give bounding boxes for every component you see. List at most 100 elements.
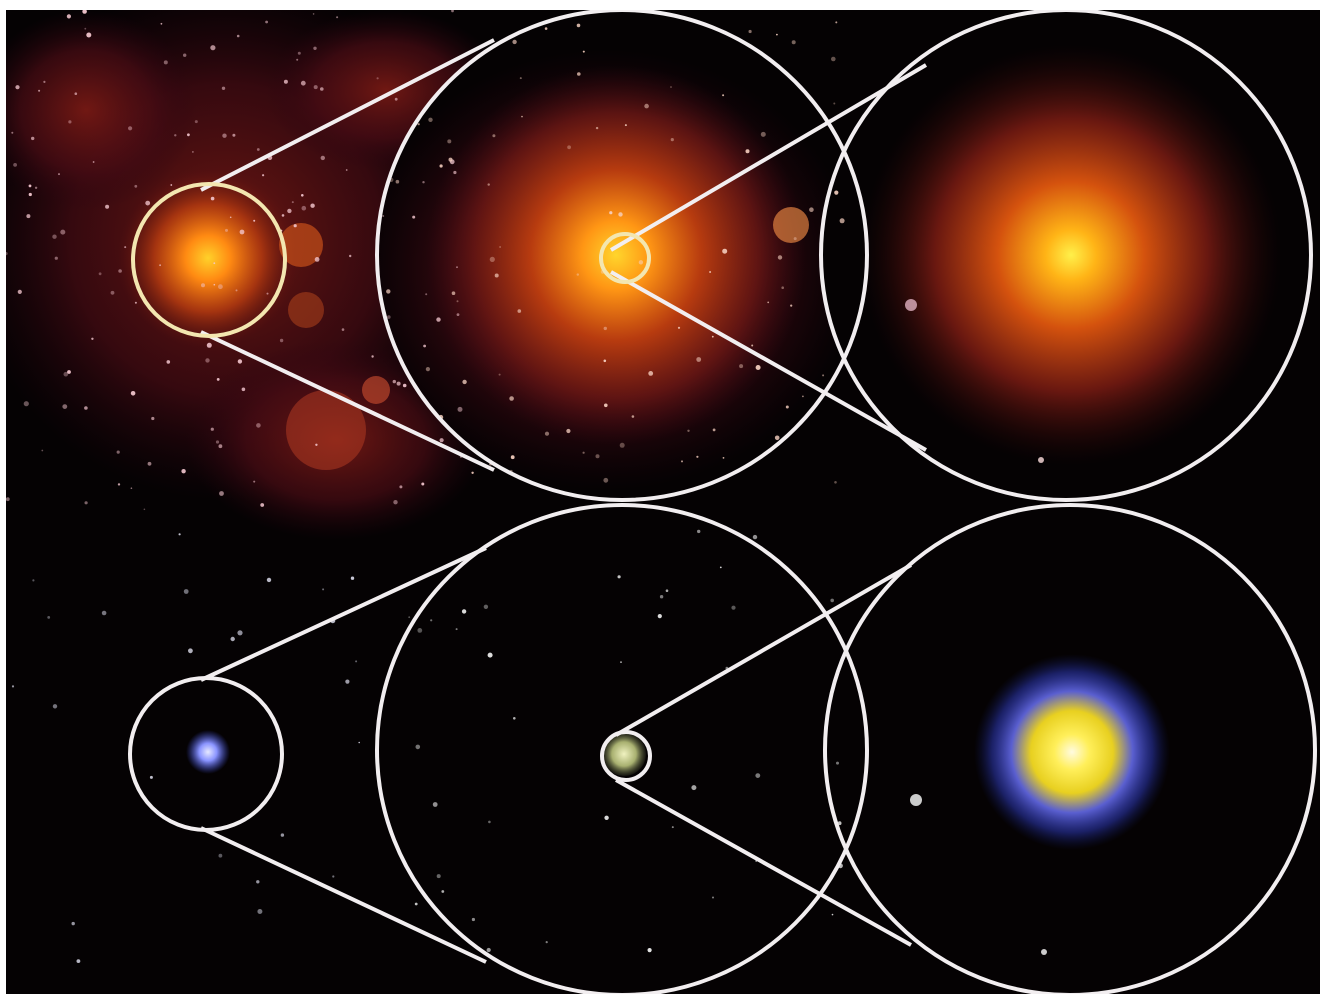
star-dot — [181, 469, 186, 474]
star-dot — [521, 115, 523, 118]
star-dot — [395, 179, 400, 184]
star-dot — [279, 338, 284, 343]
star-dot — [456, 300, 459, 303]
star-dot — [604, 815, 609, 820]
star-dot — [210, 427, 214, 431]
top-zoom-1-circle — [375, 10, 869, 502]
top-wide-field — [6, 10, 506, 540]
star-dot — [237, 359, 243, 364]
star-dot — [230, 636, 235, 642]
star-dot — [441, 890, 445, 893]
star-dot — [396, 381, 401, 386]
star-dot — [498, 373, 501, 376]
zoom-sequence-figure — [6, 10, 1317, 994]
star-dot — [376, 77, 379, 80]
star-dot — [256, 423, 261, 428]
star-dot — [86, 32, 92, 38]
star-dot — [492, 134, 496, 138]
star-dot — [58, 173, 60, 176]
star-dot — [143, 508, 146, 511]
star-dot — [665, 589, 669, 592]
star-dot — [71, 921, 75, 926]
star-dot — [301, 205, 307, 211]
star-dot — [28, 184, 32, 188]
star-dot — [620, 661, 622, 663]
star-dot — [421, 482, 425, 486]
star-dot — [213, 283, 216, 286]
star-dot — [791, 40, 796, 45]
star-dot — [218, 444, 223, 449]
star-dot — [293, 224, 297, 228]
star-dot — [260, 503, 265, 507]
star-dot — [151, 416, 155, 421]
star-dot — [15, 85, 20, 90]
star-dot — [793, 237, 797, 241]
star-dot — [831, 913, 834, 916]
star-dot — [67, 370, 71, 374]
star-dot — [802, 395, 804, 398]
star-dot — [301, 194, 304, 197]
star-dot — [447, 139, 452, 144]
star-dot — [439, 438, 444, 443]
star-dot — [76, 959, 81, 963]
star-dot — [436, 874, 441, 879]
star-dot — [755, 773, 761, 778]
star-dot — [619, 442, 625, 448]
star-dot — [128, 126, 133, 131]
star-dot — [266, 577, 272, 583]
star-dot — [677, 326, 681, 329]
star-dot — [256, 880, 260, 884]
star-dot — [215, 440, 220, 444]
bottom-zoom-2-circle — [823, 503, 1317, 994]
top-zoom-2-field — [821, 10, 1311, 500]
star-dot — [74, 92, 78, 95]
star-dot — [712, 428, 716, 432]
star-dot — [631, 415, 635, 418]
star-dot — [777, 255, 783, 260]
star-dot — [194, 120, 198, 124]
star-dot — [809, 207, 814, 212]
star-dot — [517, 309, 522, 313]
star-dot — [66, 14, 71, 19]
star-dot — [221, 86, 226, 91]
star-dot — [313, 46, 317, 50]
star-dot — [174, 134, 177, 137]
star-dot — [63, 371, 69, 377]
star-dot — [134, 184, 138, 188]
star-dot — [116, 450, 120, 454]
star-dot — [831, 56, 836, 62]
star-dot — [26, 214, 31, 219]
star-dot — [315, 443, 318, 446]
star-dot — [494, 273, 499, 278]
star-dot — [266, 292, 269, 295]
star-dot — [647, 948, 652, 953]
star-dot — [52, 234, 57, 239]
star-dot — [355, 660, 358, 663]
star-dot — [837, 821, 842, 826]
star-dot — [124, 246, 127, 249]
star-dot — [696, 357, 702, 362]
star-dot — [451, 291, 456, 296]
star-dot — [313, 85, 318, 90]
star-dot — [110, 290, 115, 295]
bottom-zoom-2-field — [825, 505, 1315, 994]
star-dot — [312, 13, 315, 15]
star-dot — [28, 192, 32, 197]
star-dot — [776, 33, 778, 36]
star-dot — [834, 481, 837, 484]
star-dot — [371, 355, 374, 358]
star-dot — [739, 364, 744, 369]
star-dot — [62, 404, 68, 409]
star-dot — [830, 598, 834, 603]
star-dot — [822, 374, 825, 377]
star-dot — [159, 264, 162, 267]
star-dot — [722, 94, 725, 97]
star-dot — [287, 208, 292, 214]
star-dot — [609, 211, 613, 215]
star-dot — [456, 266, 458, 269]
star-dot — [210, 45, 216, 51]
star-dot — [206, 342, 212, 348]
star-dot — [188, 648, 193, 654]
star-dot — [577, 72, 581, 76]
star-dot — [345, 169, 348, 171]
